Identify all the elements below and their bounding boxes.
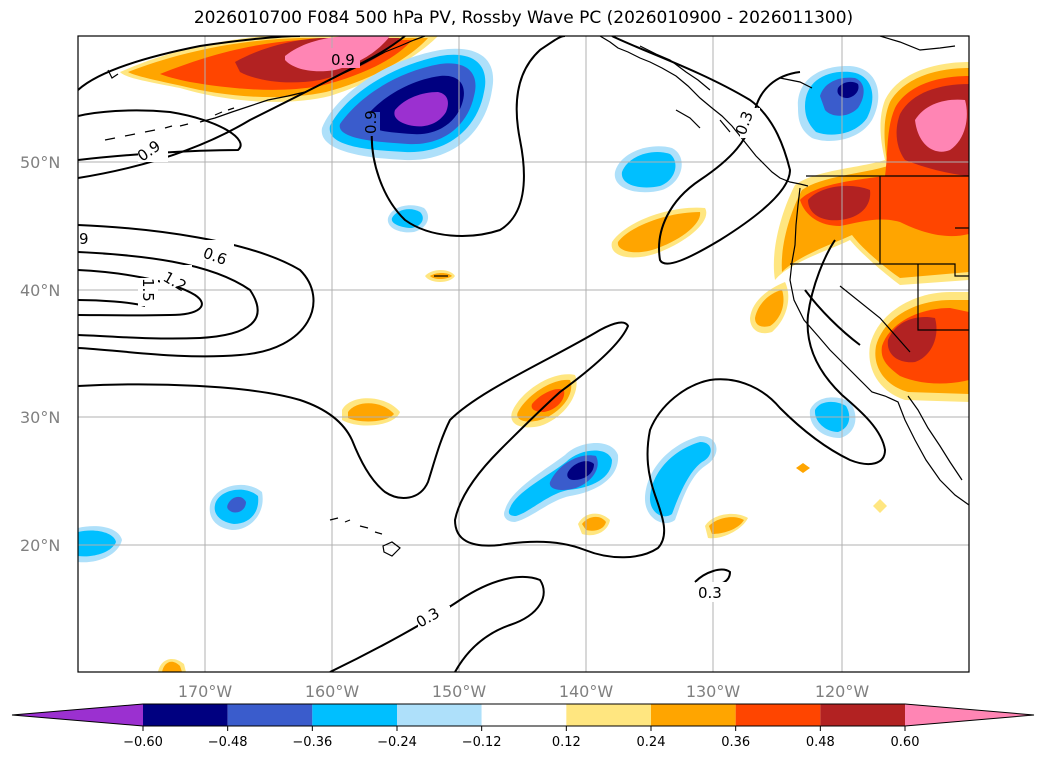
- negative-anomaly-patch: [78, 530, 116, 557]
- negative-anomaly-patch: [650, 442, 711, 517]
- negative-anomaly-patch: [621, 152, 676, 188]
- lat-label-50n: 50°N: [20, 153, 60, 172]
- colorbar-tick-label: 0.60: [891, 735, 920, 750]
- negative-anomaly-bc: [797, 65, 879, 141]
- colorbar-segment: [481, 704, 567, 726]
- map-area: [78, 36, 969, 672]
- positive-anomaly-west-us: [750, 62, 969, 334]
- colorbar-segment: [227, 704, 313, 726]
- positive-anomaly-southwest-us: [869, 292, 969, 402]
- contour-label-1-5: 1.5: [139, 278, 157, 302]
- contour-label-0-3-se: 0.3: [698, 584, 722, 602]
- colorbar-tick-label: 0.48: [806, 735, 835, 750]
- colorbar-segment: [735, 704, 821, 726]
- lon-label-160w: 160°W: [305, 682, 360, 701]
- colorbar-tick-label: −0.48: [208, 735, 248, 750]
- map-frame: [77, 35, 970, 673]
- colorbar-tick-label: 0.36: [721, 735, 750, 750]
- colorbar-segment: [820, 704, 905, 726]
- positive-anomaly-patch: [582, 516, 606, 531]
- positive-anomaly-patch: [796, 463, 810, 473]
- lon-label-170w: 170°W: [178, 682, 233, 701]
- colorbar-under-extension: [12, 704, 143, 726]
- contour-label-9-edge: 9: [79, 230, 89, 248]
- colorbar-tick-label: −0.24: [377, 735, 417, 750]
- positive-anomaly-patch: [617, 212, 701, 253]
- lon-label-130w: 130°W: [686, 682, 741, 701]
- colorbar-segment: [397, 704, 482, 726]
- colorbar-segment: [651, 704, 736, 726]
- lon-label-150w: 150°W: [432, 682, 487, 701]
- colorbar-tick-label: −0.12: [462, 735, 502, 750]
- lon-label-140w: 140°W: [559, 682, 614, 701]
- colorbar-segment: [143, 704, 228, 726]
- map-title: 2026010700 F084 500 hPa PV, Rossby Wave …: [193, 8, 854, 28]
- contour-label-0-9-center: 0.9: [362, 110, 380, 134]
- lat-label-20n: 20°N: [20, 536, 60, 555]
- negative-anomaly-patch: [227, 496, 246, 513]
- colorbar: −0.60 −0.48 −0.36 −0.24 −0.12 0.12 0.24 0.36 0.4…: [11, 703, 1035, 750]
- colorbar-tick-label: 0.12: [552, 735, 581, 750]
- colorbar-tick-label: −0.60: [123, 735, 163, 750]
- positive-anomaly-patch: [873, 499, 887, 513]
- lat-label-30n: 30°N: [20, 408, 60, 427]
- negative-anomaly-hawaii-ne: [567, 461, 594, 480]
- lon-label-120w: 120°W: [815, 682, 870, 701]
- colorbar-over-extension: [905, 704, 1034, 726]
- positive-anomaly-patch: [709, 517, 744, 534]
- colorbar-segment: [312, 704, 397, 726]
- positive-anomaly-patch: [162, 661, 182, 672]
- colorbar-segment: [566, 704, 651, 726]
- colorbar-tick-label: −0.36: [292, 735, 332, 750]
- colorbar-tick-label: 0.24: [637, 735, 666, 750]
- contour-labels: 0.9 0.9 0.6 1.2 1.5 9 0.3 0.3 0.3 0.9: [78, 48, 760, 631]
- contour-label-0-9-north: 0.9: [331, 51, 355, 69]
- lat-label-40n: 40°N: [20, 281, 60, 300]
